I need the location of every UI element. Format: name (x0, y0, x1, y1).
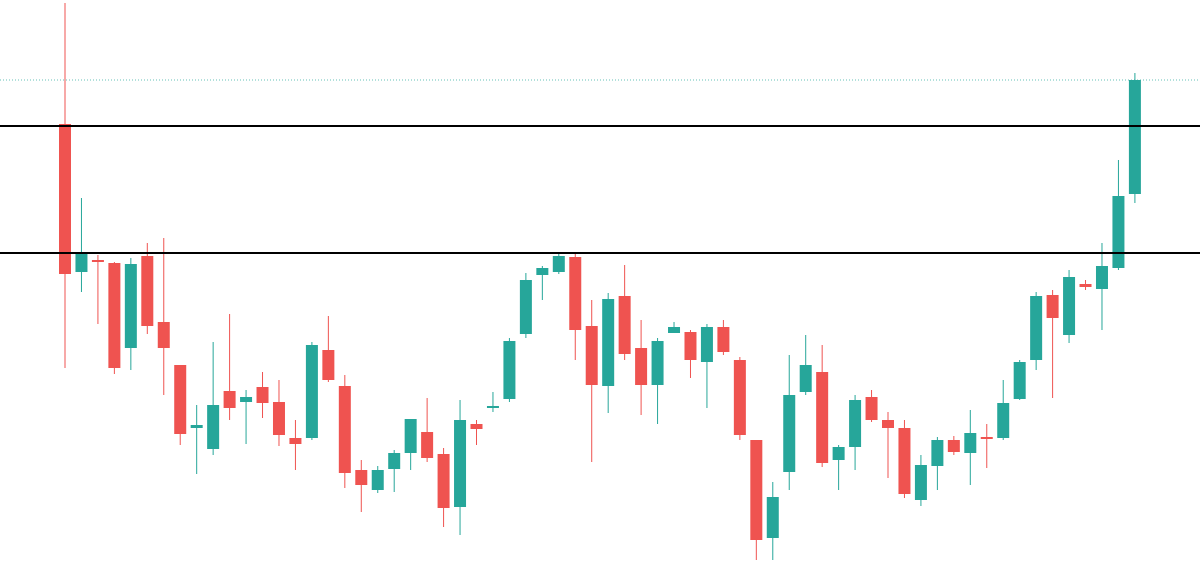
candle-body (536, 268, 549, 275)
candle-body (766, 497, 779, 538)
candle-body (421, 432, 434, 458)
candle-body (700, 327, 713, 362)
candle-body (437, 454, 450, 508)
candle-body (503, 341, 516, 399)
candle-body (240, 397, 253, 402)
candle-body (388, 453, 401, 469)
candle-body (1030, 296, 1043, 360)
candle-body (882, 420, 894, 428)
candle-body (124, 264, 137, 348)
candle-body (980, 437, 993, 439)
candle-body (256, 387, 269, 403)
candle-body (733, 360, 746, 435)
candle-body (651, 341, 664, 385)
candle-body (1013, 362, 1026, 399)
candle-body (223, 391, 236, 408)
candle-body (470, 424, 483, 429)
candle-body (75, 253, 88, 272)
candle-body (338, 386, 351, 473)
candle-body (355, 470, 368, 485)
candle-body (59, 124, 71, 274)
candle-body (1063, 277, 1076, 335)
candle-body (569, 257, 582, 330)
candle-body (964, 433, 977, 453)
candle-body (947, 440, 960, 452)
candle-body (931, 440, 944, 466)
candle-body (1046, 295, 1059, 318)
candle-body (635, 348, 648, 385)
candle-body (157, 322, 170, 348)
candle-body (1128, 80, 1141, 194)
candle-body (108, 263, 121, 368)
candle-body (997, 403, 1010, 438)
candle-body (272, 402, 285, 435)
candle-body (585, 326, 598, 385)
candle-body (404, 419, 417, 453)
candle-body (832, 447, 845, 460)
candle-body (618, 296, 631, 354)
candle-body (174, 365, 187, 434)
candle-body (454, 420, 467, 507)
candle-body (552, 256, 565, 272)
candle-body (898, 428, 911, 494)
candle-body (190, 425, 203, 428)
candle-body (849, 400, 862, 447)
candle-body (519, 280, 532, 334)
candle-body (602, 299, 615, 386)
candle-body (865, 397, 878, 420)
candle-body (371, 470, 384, 490)
candle-body (914, 465, 927, 500)
candle-body (1079, 284, 1092, 287)
candle-body (717, 327, 730, 352)
candle-body (305, 345, 318, 438)
candle-body (1112, 196, 1125, 268)
candle-body (684, 332, 697, 360)
candle-body (289, 438, 302, 444)
candle-body (91, 260, 104, 262)
candle-body (816, 372, 829, 463)
candle-body (668, 327, 681, 333)
candle-body (750, 440, 763, 540)
candle-body (799, 365, 812, 392)
candle-body (1095, 266, 1108, 289)
candle-body (783, 395, 796, 472)
candle-body (207, 405, 220, 449)
candle-body (322, 350, 335, 380)
candle-body (486, 406, 499, 408)
candle-body (141, 256, 154, 326)
